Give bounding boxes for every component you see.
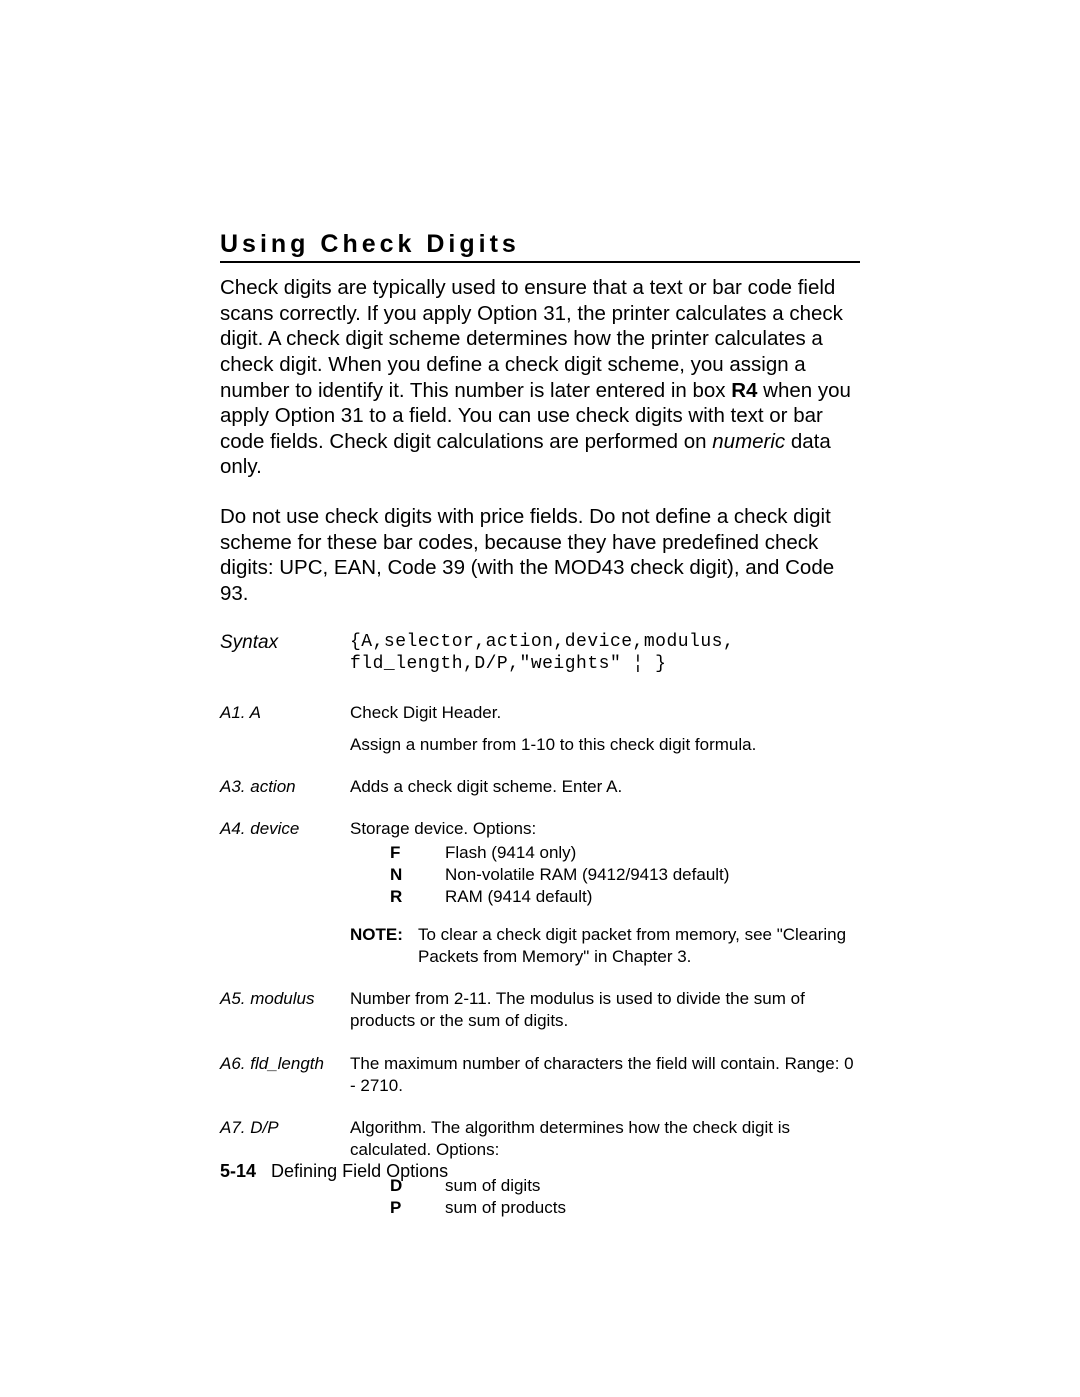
a4-opt-n-val: Non-volatile RAM (9412/9413 default) [445, 864, 729, 886]
a4-text: Storage device. Options: [350, 818, 860, 840]
a4-opt-f-key: F [390, 842, 445, 864]
para1-r4: R4 [731, 379, 757, 402]
a1-text2-bold: 1-10 [521, 735, 555, 754]
page: Using Check Digits Check digits are typi… [0, 0, 1080, 1397]
a4-opt-f-val: Flash (9414 only) [445, 842, 576, 864]
a5-value: Number from 2-11. The modulus is used to… [350, 988, 860, 1032]
a5-row: A5. modulus Number from 2-11. The modulu… [220, 988, 860, 1032]
a6-text-a: The maximum number of characters the fie… [350, 1054, 844, 1073]
a4-note-text: To clear a check digit packet from memor… [418, 924, 860, 968]
a3-value: Adds a check digit scheme. Enter A. [350, 776, 860, 798]
a6-value: The maximum number of characters the fie… [350, 1053, 860, 1097]
a3-text-a: Adds a check digit scheme. Enter [350, 777, 606, 796]
a4-note-label: NOTE: [350, 924, 418, 968]
a4-opt-r-val: RAM (9414 default) [445, 886, 592, 908]
a7-opt-d: D sum of digits [390, 1175, 860, 1197]
a4-opt-f: F Flash (9414 only) [390, 842, 860, 864]
a1-label: A1. A [220, 702, 350, 724]
a7-opt-p: P sum of products [390, 1197, 860, 1219]
a4-label: A4. device [220, 818, 350, 840]
a6-label: A6. fld_length [220, 1053, 350, 1075]
a3-text-b: . [617, 777, 622, 796]
page-footer: 5-14 Defining Field Options [220, 1161, 448, 1182]
a7-label: A7. D/P [220, 1117, 350, 1139]
paragraph-1: Check digits are typically used to ensur… [220, 275, 860, 480]
a5-text-bold: 2-11 [454, 989, 487, 1008]
footer-section: Defining Field Options [271, 1161, 448, 1181]
section-title: Using Check Digits [220, 230, 860, 263]
paragraph-2: Do not use check digits with price field… [220, 504, 860, 607]
a7-opt-p-val: sum of products [445, 1197, 566, 1219]
syntax-label: Syntax [220, 631, 350, 656]
syntax-row: Syntax {A,selector,action,device,modulus… [220, 631, 860, 676]
a5-label: A5. modulus [220, 988, 350, 1010]
a7-text: Algorithm. The algorithm determines how … [350, 1117, 860, 1161]
footer-page-number: 5-14 [220, 1161, 256, 1181]
syntax-value: {A,selector,action,device,modulus, fld_l… [350, 631, 860, 676]
syntax-code-line1: {A,selector,action,device,modulus, [350, 631, 860, 654]
a4-value: Storage device. Options: F Flash (9414 o… [350, 818, 860, 969]
a3-row: A3. action Adds a check digit scheme. En… [220, 776, 860, 798]
a4-opt-n-key: N [390, 864, 445, 886]
syntax-code-line2: fld_length,D/P,"weights" ¦ } [350, 653, 860, 676]
a1-text2-a: Assign a number from [350, 735, 521, 754]
a6-text-b: . [398, 1076, 403, 1095]
a4-options: F Flash (9414 only) N Non-volatile RAM (… [350, 842, 860, 908]
a4-opt-r-key: R [390, 886, 445, 908]
definitions: Syntax {A,selector,action,device,modulus… [220, 631, 860, 1220]
a4-opt-r: R RAM (9414 default) [390, 886, 860, 908]
para1-numeric: numeric [712, 430, 785, 453]
a1-row-2: Assign a number from 1-10 to this check … [220, 734, 860, 756]
a1-text2-b: to this check digit formula. [555, 735, 756, 754]
a3-text-bold: A [606, 777, 617, 796]
a4-opt-n: N Non-volatile RAM (9412/9413 default) [390, 864, 860, 886]
a5-text-a: Number from [350, 989, 454, 1008]
a4-row: A4. device Storage device. Options: F Fl… [220, 818, 860, 969]
a4-note: NOTE: To clear a check digit packet from… [350, 924, 860, 968]
a3-label: A3. action [220, 776, 350, 798]
a7-opt-d-val: sum of digits [445, 1175, 540, 1197]
a1-row: A1. A Check Digit Header. [220, 702, 860, 724]
a7-opt-p-key: P [390, 1197, 445, 1219]
a6-row: A6. fld_length The maximum number of cha… [220, 1053, 860, 1097]
a1-value-2: Assign a number from 1-10 to this check … [350, 734, 860, 756]
a1-value: Check Digit Header. [350, 702, 860, 724]
